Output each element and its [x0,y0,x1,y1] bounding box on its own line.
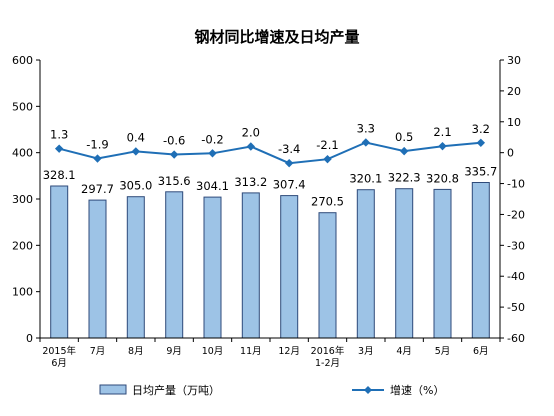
line-point [131,147,141,156]
y-left-tick-label: 400 [12,147,33,160]
legend: 日均产量（万吨） 增速（%） [99,383,444,397]
bar [280,195,299,339]
y-right-tick-label: -40 [507,270,525,283]
x-tick-label: 5月 [435,346,451,357]
line-value-label: -0.2 [201,132,223,146]
x-tick-label: 4月 [396,346,412,357]
line-series [54,138,486,168]
y-right-tick-label: -10 [507,178,525,191]
bar [241,192,260,339]
bar [395,188,414,339]
line-value-label: 2.1 [433,125,451,139]
bar-value-label: 270.5 [311,195,344,209]
x-tick-label: 9月 [166,346,182,357]
y-left-tick-label: 500 [12,100,33,113]
line-value-label: -3.4 [278,142,300,156]
line-point [361,138,371,147]
y-left-tick-label: 0 [26,332,33,345]
y-right-tick-label: 10 [507,116,521,129]
bar-value-label: 304.1 [196,179,229,193]
bar-value-label: 297.7 [81,182,114,196]
y-left-tick-label: 100 [12,286,33,299]
bar-value-label: 335.7 [464,164,497,178]
x-tick-label: 7月 [90,346,106,357]
line-value-label: -1.9 [86,138,108,152]
x-tick-label: 6月 [473,346,489,357]
line-value-label: -2.1 [316,138,338,152]
line-point [54,144,64,153]
line-point [284,158,294,168]
bar-value-label: 305.0 [119,179,152,193]
y-right-tick-label: -60 [507,332,525,345]
line-value-label: -0.6 [163,134,185,148]
legend-line-marker [364,386,372,394]
bar-value-label: 320.8 [426,171,459,185]
bar-series [50,182,490,339]
y-left-tick-label: 300 [12,193,33,206]
bar-value-label: 322.3 [388,171,421,185]
y-right-tick-label: -50 [507,301,525,314]
bar [165,191,184,339]
x-tick-label: 2015年 6月 [42,345,76,369]
x-tick-label: 12月 [278,346,300,357]
line-point [476,138,486,147]
bar [88,199,107,339]
bar-value-label: 313.2 [234,175,267,189]
line-value-label: 1.3 [50,128,68,142]
bar [356,189,375,339]
bar-value-label: 307.4 [273,178,306,192]
y-right-tick-label: 0 [507,147,514,160]
x-tick-label: 3月 [358,346,374,357]
bar [318,212,337,339]
bar-value-label: 328.1 [43,168,76,182]
line-point [246,142,256,151]
growth-line [58,141,481,165]
line-point [323,154,332,164]
bar [50,185,69,339]
y-right-tick-label: 30 [507,54,521,67]
line-point [208,149,217,158]
bar [471,182,490,339]
bar-value-label: 320.1 [349,172,382,186]
y-left-tick-label: 200 [12,239,33,252]
legend-line-label: 增速（%） [390,383,444,397]
line-value-label: 0.4 [127,130,145,144]
line-point [93,154,102,163]
axes: 0 100 200 300 400 500 600 -60 -50 -40 -30 -20 -10 0 10… [12,54,525,369]
line-point [438,141,447,151]
bar [433,188,452,339]
line-value-label: 0.5 [395,130,413,144]
chart-title: 钢材同比增速及日均产量 [194,28,359,46]
x-tick-label: 8月 [128,346,144,357]
line-value-label: 2.0 [242,125,260,139]
line-value-label: 3.2 [472,122,490,136]
y-left-tick-label: 600 [12,54,33,67]
x-tick-label: 10月 [202,346,224,357]
line-value-label: 3.3 [357,121,375,135]
bar-value-label: 315.6 [158,174,191,188]
y-right-tick-label: 20 [507,85,521,98]
bar [126,196,145,339]
x-tick-label: 2016年 1-2月 [311,345,345,369]
bar [203,196,222,339]
data-labels: 328.1 297.7 305.0 315.6 304.1 313.2 307.4 270.5… [43,121,498,208]
x-tick-label: 11月 [240,346,262,357]
line-point [399,146,409,156]
line-point [169,150,179,159]
y-right-tick-label: -20 [507,208,525,221]
legend-bar-swatch [99,384,127,395]
y-right-tick-label: -30 [507,239,525,252]
legend-bar-label: 日均产量（万吨） [132,383,220,397]
